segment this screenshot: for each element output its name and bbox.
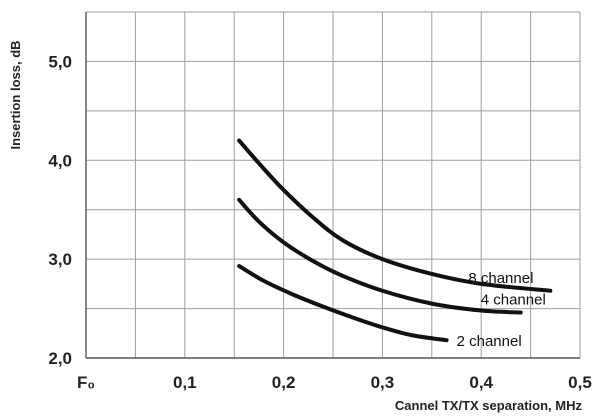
y-axis-label: Insertion loss, dB [8,40,23,149]
series-line-2 [237,197,523,315]
x-tick-label: 0,5 [568,373,592,392]
series-line-3 [237,264,449,343]
series-label: 2 channel [457,333,522,350]
x-tick-label: 0,1 [173,373,197,392]
y-tick-label: 2,0 [48,349,72,368]
series-labels: 8 channel 4 channel 2 channel [457,270,546,350]
x-axis-label: Cannel TX/TX separation, MHz [395,398,583,413]
y-tick-label: 4,0 [48,151,72,170]
series-line-1 [237,138,553,293]
y-tick-label: 5,0 [48,52,72,71]
y-tick-label: 3,0 [48,250,72,269]
axes [85,12,580,359]
x-tick-labels: F₀ 0,1 0,2 0,3 0,4 0,5 [77,373,592,392]
series-label: 4 channel [481,292,546,309]
x-tick-label: 0,4 [469,373,493,392]
x-tick-label: 0,3 [371,373,395,392]
x-tick-label: 0,2 [272,373,296,392]
series-curves [237,138,553,343]
series-label: 8 channel [468,270,533,287]
x-tick-label: F₀ [77,373,95,392]
y-tick-labels: 2,0 3,0 4,0 5,0 [48,52,72,368]
